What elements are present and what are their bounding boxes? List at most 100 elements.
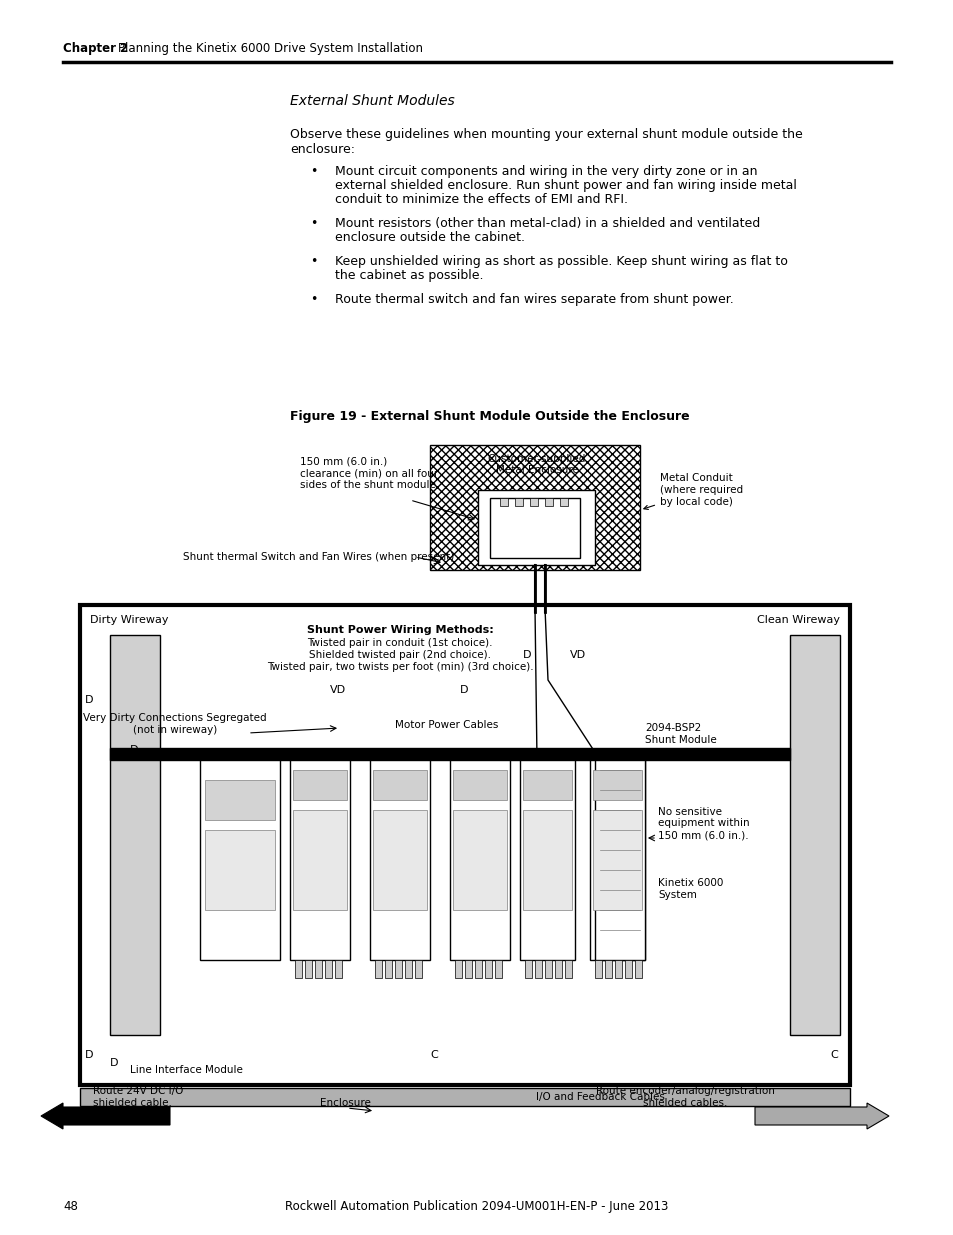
Bar [430, 445, 639, 571]
Bar [519, 760, 575, 960]
Text: Shunt thermal Switch and Fan Wires (when present): Shunt thermal Switch and Fan Wires (when… [183, 552, 454, 562]
Bar [789, 635, 840, 1035]
Bar [595, 960, 601, 978]
FancyArrow shape [41, 1103, 170, 1129]
Bar [294, 960, 302, 978]
Bar [314, 960, 322, 978]
Text: Twisted pair in conduit (1st choice).: Twisted pair in conduit (1st choice). [307, 638, 493, 648]
Bar [635, 960, 641, 978]
Text: •: • [310, 293, 317, 306]
Bar [293, 769, 347, 800]
Bar [325, 960, 332, 978]
Text: Mount resistors (other than metal-clad) in a shielded and ventilated: Mount resistors (other than metal-clad) … [335, 217, 760, 230]
Text: conduit to minimize the effects of EMI and RFI.: conduit to minimize the effects of EMI a… [335, 193, 627, 206]
Bar [530, 498, 537, 506]
Bar [200, 760, 280, 960]
Bar [205, 781, 274, 820]
Text: Kinetix 6000
System: Kinetix 6000 System [658, 878, 722, 900]
Text: D: D [110, 1058, 118, 1068]
Text: the cabinet as possible.: the cabinet as possible. [335, 269, 483, 282]
Bar [450, 760, 510, 960]
Bar [589, 760, 644, 960]
Text: Metal Enclosure: Metal Enclosure [495, 466, 578, 475]
Text: Chapter 2: Chapter 2 [63, 42, 128, 56]
Text: C: C [829, 1050, 837, 1060]
Bar [477, 490, 595, 564]
Bar [475, 960, 481, 978]
Bar [564, 960, 572, 978]
Bar [405, 960, 412, 978]
Text: VD: VD [569, 650, 585, 659]
Bar [624, 960, 631, 978]
Text: D: D [130, 745, 138, 755]
Bar [555, 960, 561, 978]
Bar [80, 605, 849, 1086]
Bar [490, 498, 579, 558]
Bar [335, 960, 341, 978]
Bar [373, 769, 427, 800]
Bar [615, 960, 621, 978]
Text: •: • [310, 165, 317, 178]
Text: D: D [522, 650, 531, 659]
Bar [544, 498, 553, 506]
Bar [593, 810, 641, 910]
Text: External Shunt Modules: External Shunt Modules [290, 94, 455, 107]
Bar [455, 960, 461, 978]
Bar [293, 810, 347, 910]
Bar [515, 498, 522, 506]
Text: VD: VD [330, 685, 346, 695]
Text: 150 mm (6.0 in.)
clearance (min) on all four
sides of the shunt module.: 150 mm (6.0 in.) clearance (min) on all … [299, 457, 438, 490]
Bar [110, 748, 789, 760]
Text: 2094-BSP2
Shunt Module: 2094-BSP2 Shunt Module [644, 724, 716, 745]
Bar [495, 960, 501, 978]
Text: •: • [310, 254, 317, 268]
Bar [453, 810, 506, 910]
Text: Planning the Kinetix 6000 Drive System Installation: Planning the Kinetix 6000 Drive System I… [118, 42, 422, 56]
Bar [604, 960, 612, 978]
Bar [499, 498, 507, 506]
Bar [305, 960, 312, 978]
Bar [593, 769, 641, 800]
Text: •: • [310, 217, 317, 230]
Text: Rockwell Automation Publication 2094-UM001H-EN-P - June 2013: Rockwell Automation Publication 2094-UM0… [285, 1200, 668, 1213]
Text: D: D [85, 1050, 93, 1060]
Text: No sensitive
equipment within
150 mm (6.0 in.).: No sensitive equipment within 150 mm (6.… [658, 806, 749, 840]
Bar [464, 960, 472, 978]
Bar [522, 769, 572, 800]
Text: Twisted pair, two twists per foot (min) (3rd choice).: Twisted pair, two twists per foot (min) … [267, 662, 533, 672]
Bar [370, 760, 430, 960]
Text: Shunt Power Wiring Methods:: Shunt Power Wiring Methods: [306, 625, 493, 635]
Bar [373, 810, 427, 910]
Bar [559, 498, 567, 506]
Text: external shielded enclosure. Run shunt power and fan wiring inside metal: external shielded enclosure. Run shunt p… [335, 179, 796, 191]
Bar [385, 960, 392, 978]
Bar [205, 830, 274, 910]
Text: Shielded twisted pair (2nd choice).: Shielded twisted pair (2nd choice). [309, 650, 491, 659]
Text: enclosure outside the cabinet.: enclosure outside the cabinet. [335, 231, 524, 245]
Text: Motor Power Cables: Motor Power Cables [395, 720, 497, 730]
Text: C: C [430, 1050, 437, 1060]
Text: Metal Conduit
(where required
by local code): Metal Conduit (where required by local c… [643, 473, 742, 510]
Bar [415, 960, 421, 978]
Text: D: D [459, 685, 468, 695]
Text: Enclosure: Enclosure [319, 1098, 371, 1108]
FancyArrow shape [754, 1103, 888, 1129]
Text: I/O and Feedback Cables: I/O and Feedback Cables [535, 1092, 663, 1102]
Bar [80, 1088, 849, 1107]
Bar [110, 635, 160, 1035]
Text: D: D [85, 695, 93, 705]
Bar [395, 960, 401, 978]
Bar [484, 960, 492, 978]
Text: Observe these guidelines when mounting your external shunt module outside the: Observe these guidelines when mounting y… [290, 128, 801, 141]
Text: Clean Wireway: Clean Wireway [757, 615, 840, 625]
Bar [375, 960, 381, 978]
Text: Line Interface Module: Line Interface Module [130, 1065, 243, 1074]
Bar [595, 760, 644, 960]
Bar [535, 960, 541, 978]
Bar [522, 810, 572, 910]
Text: 48: 48 [63, 1200, 78, 1213]
Bar [453, 769, 506, 800]
Bar [544, 960, 552, 978]
Text: Figure 19 - External Shunt Module Outside the Enclosure: Figure 19 - External Shunt Module Outsid… [290, 410, 689, 424]
Text: Very Dirty Connections Segregated
(not in wireway): Very Dirty Connections Segregated (not i… [83, 714, 267, 735]
